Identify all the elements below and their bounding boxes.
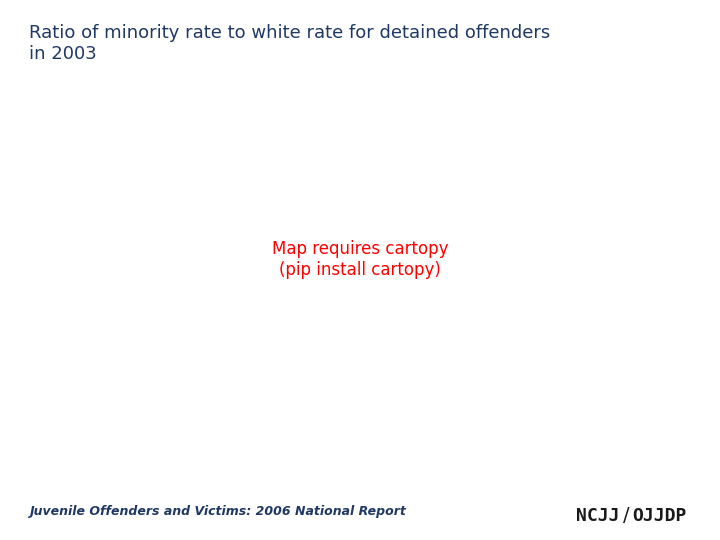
Text: Ratio of minority rate to white rate for detained offenders
in 2003: Ratio of minority rate to white rate for… [29,24,550,63]
Text: NCJJ: NCJJ [576,507,619,525]
Text: /: / [623,506,629,525]
Text: Juvenile Offenders and Victims: 2006 National Report: Juvenile Offenders and Victims: 2006 Nat… [29,505,405,518]
Text: Map requires cartopy
(pip install cartopy): Map requires cartopy (pip install cartop… [271,240,449,279]
Text: OJJDP: OJJDP [632,507,687,525]
